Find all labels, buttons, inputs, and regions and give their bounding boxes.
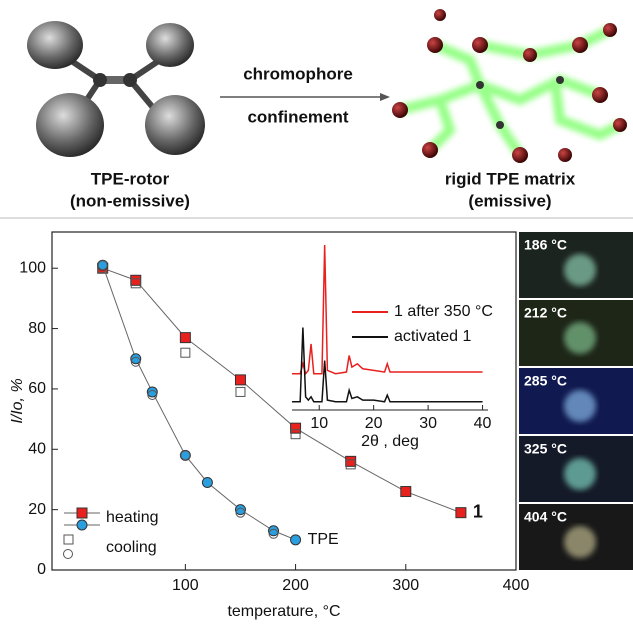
legend-label: heating: [106, 509, 159, 526]
marker: [235, 375, 245, 385]
photo-glow: [564, 458, 596, 490]
inset-x-tick-label: 40: [474, 415, 492, 432]
series-label: TPE: [308, 531, 339, 548]
legend-marker: [64, 535, 73, 544]
x-tick-label: 100: [172, 577, 199, 594]
caption: (non-emissive): [70, 191, 190, 210]
caption: rigid TPE matrix: [445, 169, 576, 188]
inset-legend-label: activated 1: [394, 328, 471, 345]
marker: [291, 535, 301, 545]
photo-label: 212 °C: [524, 305, 567, 321]
arrow-label: chromophore: [243, 64, 353, 83]
figure: chromophore confinement TPE-rotor (non-e…: [0, 0, 633, 633]
y-axis-label: I/Io, %: [9, 378, 26, 423]
inset-legend-label: 1 after 350 °C: [394, 303, 493, 320]
inset-x-tick-label: 30: [419, 415, 437, 432]
y-tick-label: 60: [28, 380, 46, 397]
marker: [131, 275, 141, 285]
photo-label: 285 °C: [524, 373, 567, 389]
caption: (emissive): [468, 191, 551, 210]
x-tick-label: 400: [503, 577, 530, 594]
arrow-label: confinement: [247, 107, 348, 126]
photo-glow: [564, 254, 596, 286]
photo-label: 404 °C: [524, 509, 567, 525]
marker: [202, 477, 212, 487]
legend-label: cooling: [106, 539, 157, 556]
series-label: 1: [473, 501, 483, 521]
inset-x-tick-label: 10: [310, 415, 328, 432]
y-tick-label: 20: [28, 501, 46, 518]
inset-x-tick-label: 20: [365, 415, 383, 432]
y-tick-label: 0: [37, 561, 46, 578]
caption: TPE-rotor: [91, 169, 170, 188]
legend-marker: [77, 508, 87, 518]
photo-glow: [564, 526, 596, 558]
y-tick-label: 100: [19, 259, 46, 276]
tpe-matrix-drawing: [392, 9, 627, 163]
x-tick-label: 200: [282, 577, 309, 594]
legend-marker: [77, 520, 87, 530]
arrow-head: [380, 93, 390, 101]
photo-glow: [564, 390, 596, 422]
x-tick-label: 300: [392, 577, 419, 594]
marker: [180, 333, 190, 343]
legend-marker: [64, 550, 73, 559]
marker: [236, 387, 245, 396]
tpe-rotor-drawing: [27, 21, 205, 157]
y-tick-label: 80: [28, 320, 46, 337]
photo-label: 186 °C: [524, 237, 567, 253]
marker: [181, 348, 190, 357]
marker: [456, 508, 466, 518]
x-axis-label: temperature, °C: [227, 603, 340, 620]
inset-x-axis-label: 2θ , deg: [361, 433, 419, 450]
photo-label: 325 °C: [524, 441, 567, 457]
marker: [291, 423, 301, 433]
photo-glow: [564, 322, 596, 354]
y-tick-label: 40: [28, 441, 46, 458]
marker: [401, 487, 411, 497]
marker: [346, 456, 356, 466]
